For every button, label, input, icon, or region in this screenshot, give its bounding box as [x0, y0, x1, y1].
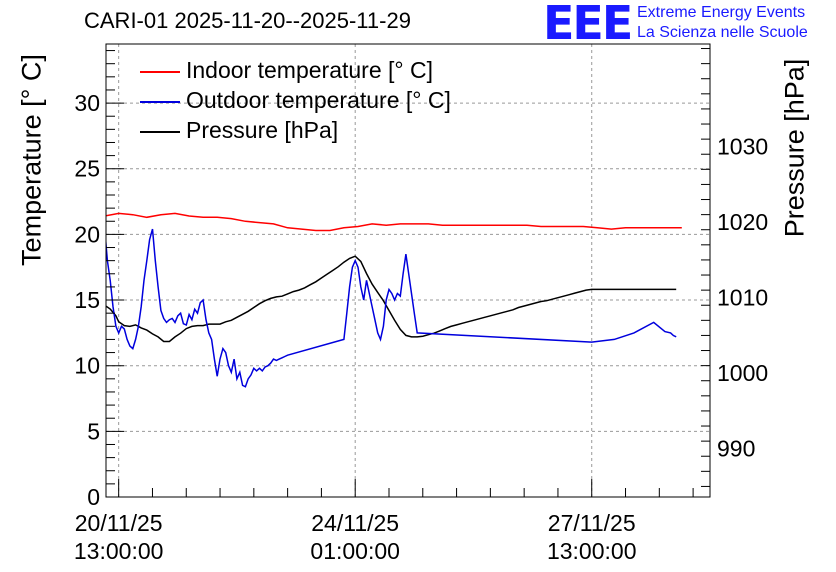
legend-swatch-pressure	[140, 131, 180, 133]
y-tick-label-right: 1000	[717, 360, 768, 386]
x-tick-time: 13:00:00	[73, 538, 164, 564]
x-tick-label: 24/11/25 01:00:00	[275, 509, 435, 565]
x-tick-time: 01:00:00	[310, 538, 400, 564]
legend-label-outdoor: Outdoor temperature [° C]	[186, 87, 451, 113]
y-tick-label-right: 1020	[717, 209, 768, 235]
plot-frame	[105, 43, 711, 498]
y-axis-label-left: Temperature [° C]	[16, 54, 47, 266]
y-tick-label-left: 0	[87, 484, 100, 510]
x-tick-label: 20/11/25 13:00:00	[39, 509, 199, 565]
brand-line-1: Extreme Energy Events	[637, 4, 806, 21]
y-tick-label-left: 25	[74, 156, 100, 182]
series-line-indoor	[106, 212, 682, 232]
y-tick-label-left: 15	[74, 287, 100, 313]
legend-label-indoor: Indoor temperature [° C]	[186, 57, 433, 83]
x-tick-date: 27/11/25	[547, 510, 636, 536]
x-tick-time: 13:00:00	[546, 538, 637, 564]
y-tick-label-left: 20	[74, 221, 100, 247]
y-tick-label-right: 1010	[717, 285, 768, 311]
y-tick-label-left: 30	[74, 90, 100, 116]
y-tick-label-left: 5	[87, 418, 100, 444]
brand-line-2: La Scienza nelle Scuole	[637, 24, 808, 41]
x-tick-label: 27/11/25 13:00:00	[512, 509, 672, 565]
y-axis-label-right: Pressure [hPa]	[779, 58, 810, 238]
series-line-outdoor	[106, 228, 677, 388]
eee-logo: EEE	[543, 0, 633, 50]
x-tick-date: 20/11/25	[74, 510, 163, 536]
series-line-pressure	[106, 255, 677, 343]
chart-title: CARI-01 2025-11-20--2025-11-29	[84, 8, 411, 33]
legend-swatch-indoor	[140, 71, 180, 73]
y-tick-label-right: 990	[717, 436, 755, 462]
y-tick-label-right: 1030	[717, 134, 768, 160]
legend-swatch-outdoor	[140, 101, 180, 103]
legend-label-pressure: Pressure [hPa]	[186, 117, 339, 143]
y-tick-label-left: 10	[74, 353, 100, 379]
x-tick-date: 24/11/25	[311, 510, 400, 536]
